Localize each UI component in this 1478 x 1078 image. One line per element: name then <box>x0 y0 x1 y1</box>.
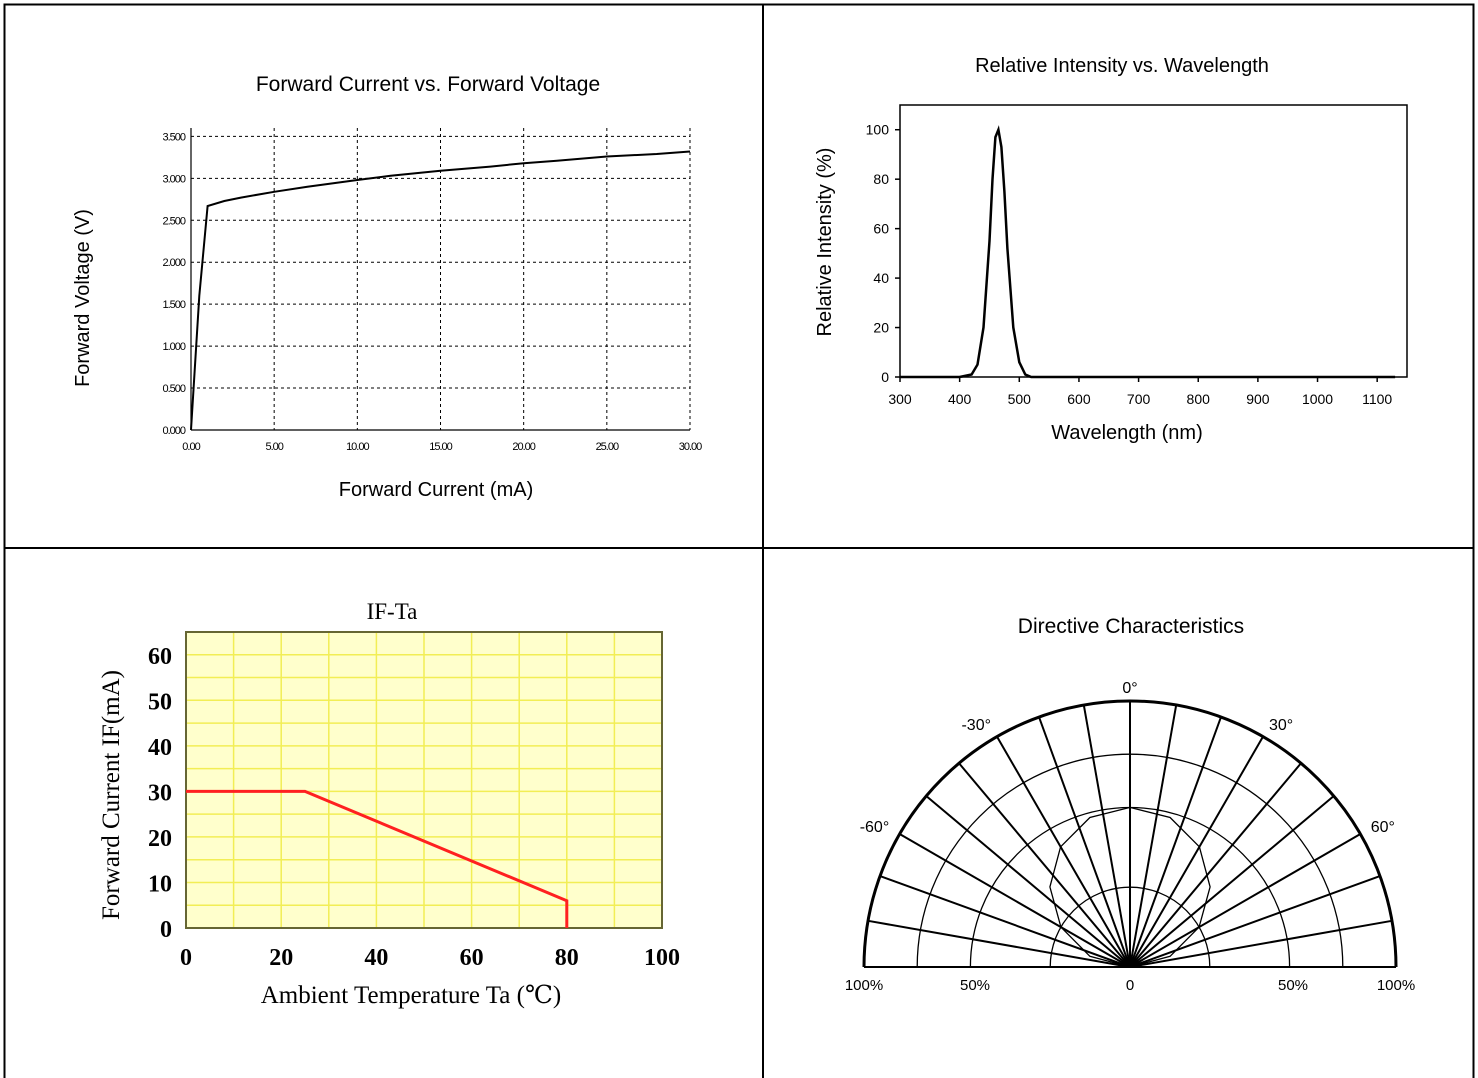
chart4-spoke <box>1129 795 1335 968</box>
chart4-spoke <box>867 919 1131 968</box>
chart4-spoke <box>879 875 1131 968</box>
chart2-plot-frame <box>899 104 1408 378</box>
chart1-y-tick-label: 1.500 <box>162 299 185 311</box>
chart4-angle-label: -30° <box>961 717 991 734</box>
chart1-grid <box>190 128 691 431</box>
chart2-y-tick-label: 20 <box>873 320 889 336</box>
chart3-x-tick-label: 60 <box>460 945 484 971</box>
chart3-y-tick-label: 30 <box>148 780 172 806</box>
chart4-spoke <box>1129 704 1178 968</box>
chart4-spoke <box>1129 875 1381 968</box>
chart1-y-tick-label: 0.000 <box>162 425 185 437</box>
relative-intensity-chart: Relative Intensity vs. Wavelength 0 20 40 6… <box>814 55 1408 444</box>
chart4-radial-label: 50% <box>1278 977 1308 994</box>
chart3-y-tick-label: 20 <box>148 826 172 852</box>
chart2-y-tick-label: 0 <box>881 369 889 385</box>
chart1-title: Forward Current vs. Forward Voltage <box>256 73 600 96</box>
chart3-y-tick-label: 0 <box>160 917 172 943</box>
chart4-title: Directive Characteristics <box>1018 615 1244 638</box>
chart4-spoke <box>1129 833 1361 968</box>
chart3-x-tick-label: 0 <box>180 945 192 971</box>
chart3-y-tick-label: 50 <box>148 689 172 715</box>
chart1-x-tick-label: 25.00 <box>596 441 619 453</box>
chart2-series-line <box>900 125 1396 379</box>
chart2-x-tick-label: 1000 <box>1302 391 1333 407</box>
chart4-radial-label: 100% <box>1377 977 1415 994</box>
chart3-y-tick-label: 60 <box>148 644 172 670</box>
chart1-ticks: 0.000 0.500 1.000 1.500 2.000 2.500 3.000 3.500… <box>162 131 703 453</box>
chart4-angle-label: 30° <box>1269 717 1293 734</box>
chart1-x-label: Forward Current (mA) <box>339 479 533 501</box>
chart3-x-tick-label: 40 <box>364 945 388 971</box>
chart3-title: IF-Ta <box>367 599 418 624</box>
chart3-ticks: 0 10 20 30 40 50 60 0 20 40 60 80 100 <box>148 644 680 971</box>
chart2-title: Relative Intensity vs. Wavelength <box>975 55 1269 77</box>
chart1-y-tick-label: 3.500 <box>162 131 185 143</box>
chart2-y-tick-label: 100 <box>866 122 890 138</box>
chart4-radial-label: 100% <box>845 977 883 994</box>
chart4-spoke <box>1129 736 1264 968</box>
chart4-labels: -60° -30° 0° 30° 60° 100% 50% 0 50% 100% <box>845 680 1415 994</box>
chart4-spoke <box>899 833 1131 968</box>
chart2-y-tick-label: 60 <box>873 221 889 237</box>
chart3-x-tick-label: 20 <box>269 945 293 971</box>
chart4-pattern-curve <box>1049 806 1211 968</box>
chart3-x-tick-label: 100 <box>644 945 680 971</box>
chart2-y-label: Relative Intensity (%) <box>814 148 836 337</box>
chart2-x-tick-label: 1100 <box>1362 391 1392 407</box>
chart2-x-label: Wavelength (nm) <box>1051 422 1203 444</box>
chart4-spoke <box>925 795 1131 968</box>
if-ta-chart: IF-Ta 0 10 20 30 40 50 60 0 20 40 60 80 100 Ambient … <box>98 599 680 1009</box>
chart1-y-tick-label: 2.500 <box>162 215 185 227</box>
chart1-y-tick-label: 3.000 <box>162 173 185 185</box>
chart2-x-tick-label: 700 <box>1127 391 1151 407</box>
chart1-x-tick-label: 30.00 <box>679 441 702 453</box>
chart1-y-tick-label: 2.000 <box>162 257 185 269</box>
chart3-x-label: Ambient Temperature Ta (℃) <box>261 982 562 1009</box>
chart4-spoke <box>996 736 1131 968</box>
chart4-angle-label: -60° <box>860 819 890 836</box>
chart1-series-line <box>190 150 691 431</box>
chart3-plot-frame <box>185 631 663 929</box>
chart2-y-tick-label: 80 <box>873 171 889 187</box>
chart2-x-tick-label: 600 <box>1067 391 1091 407</box>
chart2-x-tick-label: 900 <box>1246 391 1270 407</box>
forward-voltage-chart: Forward Current vs. Forward Voltage 0.00… <box>72 73 703 501</box>
chart2-x-tick-label: 800 <box>1187 391 1211 407</box>
chart4-spoke <box>1082 704 1131 968</box>
chart3-y-tick-label: 40 <box>148 735 172 761</box>
chart4-angle-label: 0° <box>1122 680 1137 697</box>
chart4-spoke <box>1038 716 1131 968</box>
chart4-spoke <box>958 762 1131 968</box>
directive-characteristics-chart: Directive Characteristics -60° -30° 0° 30° 6… <box>845 615 1415 994</box>
chart4-angle-label: 60° <box>1371 819 1395 836</box>
chart2-x-tick-label: 400 <box>948 391 972 407</box>
chart1-x-tick-label: 5.00 <box>265 441 283 453</box>
chart3-y-tick-label: 10 <box>148 871 172 897</box>
chart1-x-tick-label: 15.00 <box>429 441 452 453</box>
chart1-y-label: Forward Voltage (V) <box>72 209 94 387</box>
chart4-spoke <box>1129 762 1302 968</box>
chart2-x-tick-label: 500 <box>1008 391 1032 407</box>
chart4-spoke <box>1129 716 1222 968</box>
chart1-x-tick-label: 20.00 <box>512 441 535 453</box>
chart3-series-line <box>186 789 569 928</box>
chart4-polar-grid <box>862 699 1398 968</box>
chart3-y-label: Forward Current IF(mA) <box>98 670 125 920</box>
chart1-x-tick-label: 0.00 <box>182 441 200 453</box>
table-border <box>3 3 1475 1078</box>
chart2-y-tick-label: 40 <box>873 270 889 286</box>
chart1-x-tick-label: 10.00 <box>346 441 369 453</box>
chart1-y-tick-label: 1.000 <box>162 341 185 353</box>
chart4-radial-label: 50% <box>960 977 990 994</box>
chart1-y-tick-label: 0.500 <box>162 383 185 395</box>
chart3-grid <box>186 632 662 928</box>
chart2-x-tick-label: 300 <box>888 391 912 407</box>
chart2-ticks: 0 20 40 60 80 100 300 400 500 600 700 800 900 1000 110… <box>866 122 1393 407</box>
chart4-spoke <box>1129 919 1393 968</box>
chart3-x-tick-label: 80 <box>555 945 579 971</box>
chart4-radial-label: 0 <box>1126 977 1134 994</box>
